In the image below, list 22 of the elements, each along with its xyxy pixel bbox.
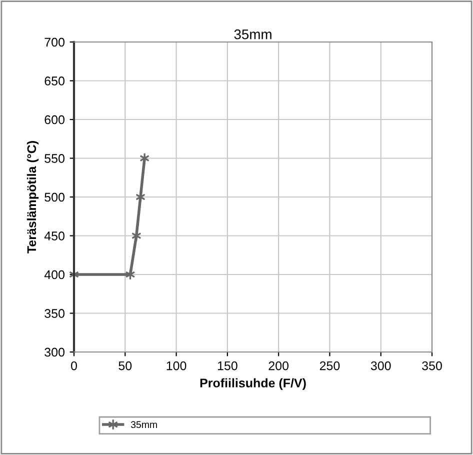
y-tick-label: 550	[44, 154, 64, 163]
chart-title: 35mm	[234, 29, 272, 40]
x-tick-label: 50	[118, 361, 132, 370]
y-tick-label: 500	[44, 192, 64, 202]
x-tick-label: 100	[166, 361, 186, 370]
x-tick-label: 350	[422, 361, 442, 370]
y-tick-label: 600	[44, 115, 64, 124]
y-tick-label: 350	[44, 309, 64, 318]
legend-label: 35mm	[130, 421, 157, 428]
y-axis-title: Teräslämpötila (°C)	[26, 141, 39, 254]
x-tick-label: 150	[218, 361, 238, 370]
x-tick-label: 0	[71, 361, 77, 370]
x-axis-title: Profiilisuhde (F/V)	[200, 378, 306, 390]
y-tick-label: 300	[44, 348, 64, 357]
y-tick-label: 700	[44, 38, 64, 47]
y-tick-label: 450	[44, 232, 64, 240]
point	[135, 191, 146, 203]
x-tick-label: 250	[320, 361, 340, 370]
y-tick-label: 650	[44, 76, 64, 86]
x-tick-label: 300	[370, 361, 391, 370]
x-tick-label: 200	[268, 361, 289, 370]
y-tick-label: 400	[44, 270, 64, 280]
